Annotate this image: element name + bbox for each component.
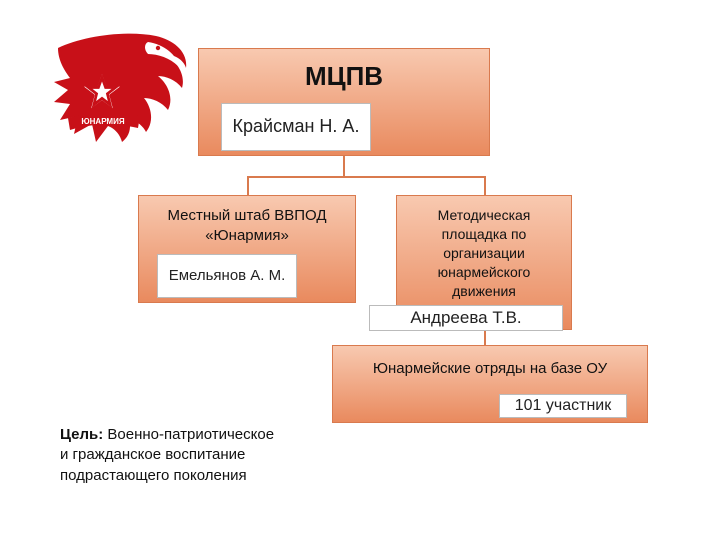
connector — [247, 176, 249, 195]
right-person-text: Андреева Т.В. — [410, 307, 521, 329]
top-person: Крайсман Н. А. — [221, 103, 371, 151]
bottom-count-text: 101 участник — [515, 396, 611, 417]
connector — [484, 176, 486, 195]
connector — [343, 156, 345, 176]
svg-text:ЮНАРМИЯ: ЮНАРМИЯ — [81, 117, 124, 126]
right-title: Методическая площадка по организации юна… — [405, 202, 563, 300]
org-box-right: Методическая площадка по организации юна… — [396, 195, 572, 330]
left-title: Местный штаб ВВПОД «Юнармия» — [147, 202, 347, 245]
left-person: Емельянов А. М. — [157, 254, 297, 298]
org-box-left: Местный штаб ВВПОД «Юнармия» Емельянов А… — [138, 195, 356, 303]
connector — [484, 330, 486, 345]
org-box-top: МЦПВ Крайсман Н. А. — [198, 48, 490, 156]
yunarmiya-logo: ЮНАРМИЯ — [48, 30, 188, 145]
top-title: МЦПВ — [305, 61, 383, 92]
bottom-title: Юнармейские отряды на базе ОУ — [373, 360, 607, 377]
org-box-bottom: Юнармейские отряды на базе ОУ 101 участн… — [332, 345, 648, 423]
top-person-text: Крайсман Н. А. — [233, 115, 360, 138]
connector — [247, 176, 485, 178]
goal-text: Цель: Военно-патриотическое и гражданско… — [60, 425, 285, 486]
goal-label: Цель: — [60, 426, 103, 443]
bottom-count: 101 участник — [499, 394, 627, 418]
right-person: Андреева Т.В. — [369, 305, 563, 331]
left-person-text: Емельянов А. М. — [169, 266, 286, 286]
